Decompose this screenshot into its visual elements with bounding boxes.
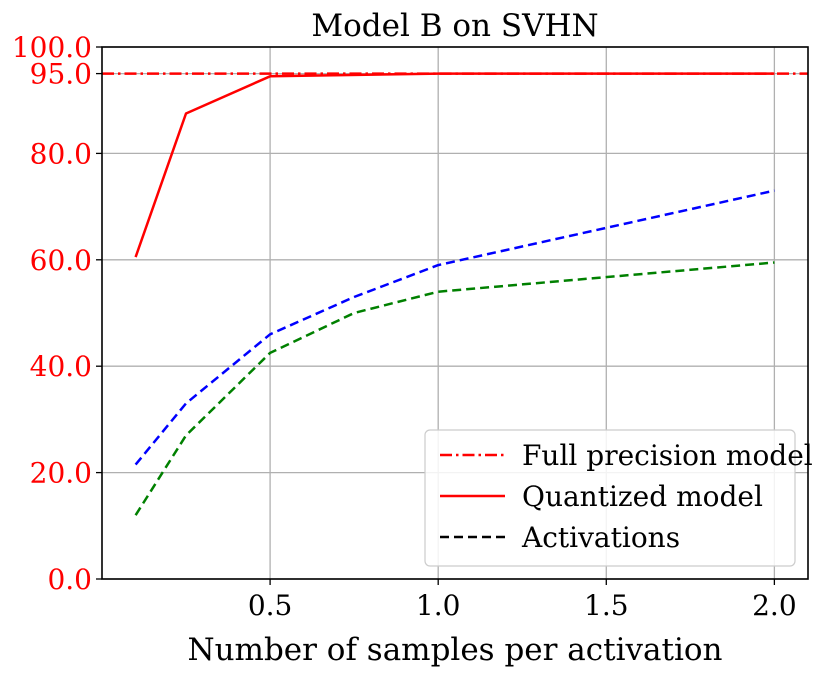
series-line-0 — [134, 72, 775, 258]
y-tick-label: 60.0 — [30, 244, 92, 277]
x-tick-label: 0.5 — [248, 589, 293, 622]
x-tick-label: 1.0 — [416, 589, 461, 622]
series-layer — [102, 72, 808, 516]
legend-label-activations: Activations — [521, 521, 680, 554]
y-tick-label: 0.0 — [47, 563, 92, 596]
chart-title: Model B on SVHN — [311, 8, 598, 44]
x-tick-label: 1.5 — [584, 589, 629, 622]
legend-box — [424, 429, 796, 567]
y-tick-label: 100.0 — [12, 31, 92, 64]
series-line-1 — [134, 189, 775, 466]
legend-label-full-precision: Full precision model — [522, 439, 813, 472]
series-line-2 — [134, 261, 775, 516]
plot-frame — [101, 46, 809, 580]
y-tick-label: 95.0 — [30, 58, 92, 91]
y-tick-label: 40.0 — [30, 350, 92, 383]
y-tick-label: 80.0 — [30, 137, 92, 170]
y-tick-label: 20.0 — [30, 457, 92, 490]
legend: Full precision model Quantized model Act… — [424, 429, 813, 567]
legend-label-quantized: Quantized model — [522, 480, 763, 513]
x-axis-label: Number of samples per activation — [187, 632, 722, 668]
x-tick-label: 2.0 — [752, 589, 797, 622]
